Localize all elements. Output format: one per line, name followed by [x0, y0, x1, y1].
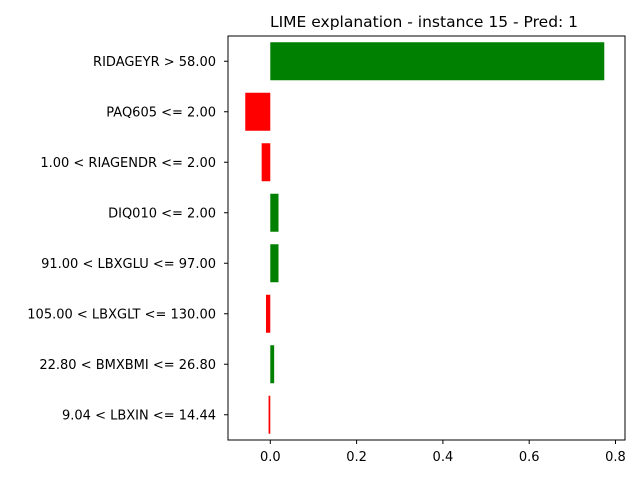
y-tick-label: 91.00 < LBXGLU <= 97.00	[41, 257, 216, 272]
bar	[261, 143, 271, 182]
y-tick-label: 22.80 < BMXBMI <= 26.80	[39, 358, 216, 373]
x-axis-ticks: 0.0 0.2 0.4 0.6 0.8	[260, 440, 626, 465]
bar	[270, 244, 279, 283]
x-tick-label: 0.6	[519, 450, 540, 465]
bar	[270, 42, 605, 81]
bar	[270, 345, 275, 384]
y-tick-label: PAQ605 <= 2.00	[106, 105, 216, 120]
bar	[268, 395, 271, 434]
x-tick-label: 0.4	[433, 450, 454, 465]
x-tick-label: 0.0	[260, 450, 281, 465]
bar	[270, 193, 279, 232]
y-tick-label: 105.00 < LBXGLT <= 130.00	[27, 307, 216, 322]
chart-title: LIME explanation - instance 15 - Pred: 1	[270, 13, 578, 31]
y-tick-label: 9.04 < LBXIN <= 14.44	[62, 408, 216, 423]
bar	[265, 294, 271, 333]
x-tick-label: 0.2	[346, 450, 367, 465]
y-tick-label: DIQ010 <= 2.00	[108, 206, 216, 221]
y-tick-label: 1.00 < RIAGENDR <= 2.00	[40, 156, 216, 171]
bar	[245, 92, 271, 131]
y-axis-ticks: RIDAGEYR > 58.00 PAQ605 <= 2.00 1.00 < RIA…	[27, 55, 228, 423]
y-tick-label: RIDAGEYR > 58.00	[93, 55, 216, 70]
x-tick-label: 0.8	[605, 450, 626, 465]
bars-group	[245, 42, 605, 434]
plot-frame	[227, 35, 626, 441]
